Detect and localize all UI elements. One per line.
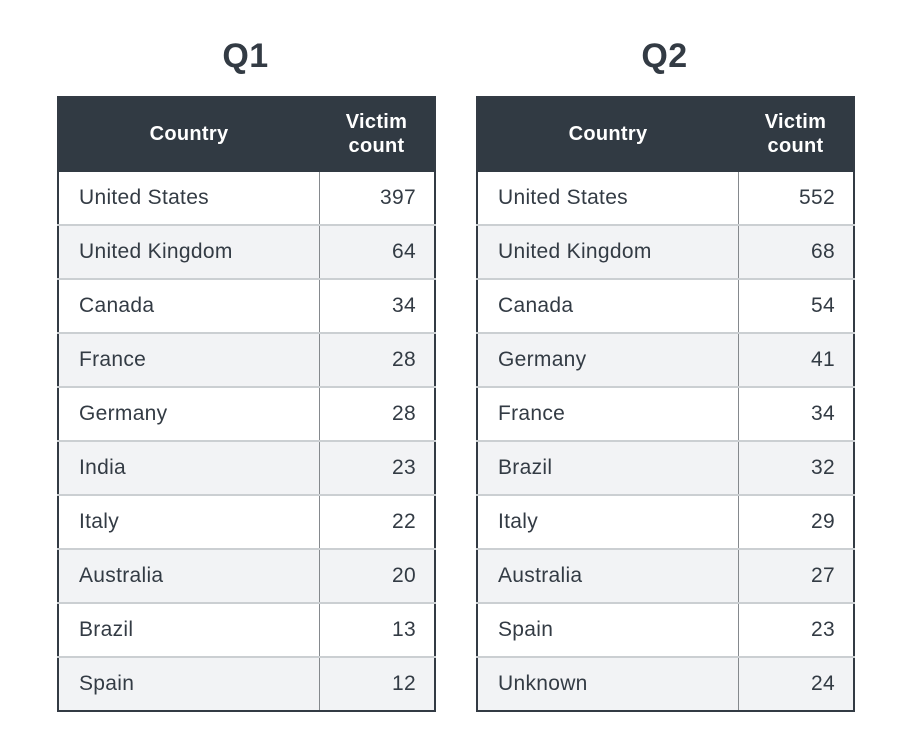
country-cell: Australia [58, 548, 319, 603]
q1-country-column-header: Country [58, 97, 319, 172]
q1-title: Q1 [222, 37, 269, 75]
victim-count-cell: 32 [737, 440, 854, 495]
header-row: Country Victim count [58, 97, 435, 172]
victim-count-cell: 24 [737, 656, 854, 711]
country-cell: Brazil [477, 440, 738, 495]
table-row: United States 397 [58, 172, 435, 225]
victim-count-cell: 64 [318, 224, 435, 279]
header-row: Country Victim count [477, 97, 854, 172]
q2-country-column-header: Country [477, 97, 738, 172]
table-row: Spain 12 [58, 656, 435, 711]
table-row: Canada 34 [58, 278, 435, 333]
country-cell: Australia [477, 548, 738, 603]
victim-count-cell: 28 [318, 332, 435, 387]
victim-count-cell: 13 [318, 602, 435, 657]
victim-count-cell: 29 [737, 494, 854, 549]
table-row: Australia 27 [477, 548, 854, 603]
victim-count-cell: 20 [318, 548, 435, 603]
table-row: United Kingdom 68 [477, 224, 854, 279]
country-cell: Unknown [477, 656, 738, 711]
table-row: Germany 41 [477, 332, 854, 387]
table-row: Australia 20 [58, 548, 435, 603]
table-row: United Kingdom 64 [58, 224, 435, 279]
victim-count-cell: 54 [737, 278, 854, 333]
country-cell: United States [477, 172, 738, 225]
q2-title: Q2 [641, 37, 688, 75]
country-cell: India [58, 440, 319, 495]
victim-count-cell: 34 [318, 278, 435, 333]
victim-count-cell: 41 [737, 332, 854, 387]
victim-count-cell: 12 [318, 656, 435, 711]
country-cell: United Kingdom [477, 224, 738, 279]
table-row: Unknown 24 [477, 656, 854, 711]
country-cell: Brazil [58, 602, 319, 657]
country-cell: Germany [58, 386, 319, 441]
country-cell: Spain [477, 602, 738, 657]
table-row: Brazil 13 [58, 602, 435, 657]
q2-table: Country Victim count United States 552 Uni… [476, 96, 855, 712]
q2-table-body: United States 552 United Kingdom 68 Canada 54… [477, 172, 854, 711]
victim-count-cell: 27 [737, 548, 854, 603]
country-cell: Italy [58, 494, 319, 549]
victim-count-cell: 552 [737, 172, 854, 225]
victim-count-cell: 22 [318, 494, 435, 549]
victim-count-cell: 28 [318, 386, 435, 441]
victim-count-cell: 23 [318, 440, 435, 495]
table-row: Italy 22 [58, 494, 435, 549]
q1-victim-count-column-header: Victim count [319, 97, 435, 172]
table-row: Germany 28 [58, 386, 435, 441]
country-cell: Canada [477, 278, 738, 333]
q1-table-body: United States 397 United Kingdom 64 Canada 34… [58, 172, 435, 711]
country-cell: United States [58, 172, 319, 225]
q1-table-header: Country Victim count [58, 97, 435, 172]
q1-table: Country Victim count United States 397 Uni… [57, 96, 436, 712]
victim-count-cell: 23 [737, 602, 854, 657]
table-row: Brazil 32 [477, 440, 854, 495]
country-cell: United Kingdom [58, 224, 319, 279]
table-row: Italy 29 [477, 494, 854, 549]
country-cell: Spain [58, 656, 319, 711]
table-row: France 34 [477, 386, 854, 441]
q1-table-section: Q1 Country Victim count United States 397… [57, 0, 436, 712]
table-row: Spain 23 [477, 602, 854, 657]
table-row: France 28 [58, 332, 435, 387]
victim-count-cell: 397 [318, 172, 435, 225]
country-cell: France [58, 332, 319, 387]
victim-count-cell: 34 [737, 386, 854, 441]
victim-count-cell: 68 [737, 224, 854, 279]
country-cell: France [477, 386, 738, 441]
q2-table-section: Q2 Country Victim count United States 552… [476, 0, 855, 712]
table-row: United States 552 [477, 172, 854, 225]
q2-table-header: Country Victim count [477, 97, 854, 172]
table-row: India 23 [58, 440, 435, 495]
q2-victim-count-column-header: Victim count [738, 97, 854, 172]
table-row: Canada 54 [477, 278, 854, 333]
country-cell: Italy [477, 494, 738, 549]
country-cell: Germany [477, 332, 738, 387]
country-cell: Canada [58, 278, 319, 333]
